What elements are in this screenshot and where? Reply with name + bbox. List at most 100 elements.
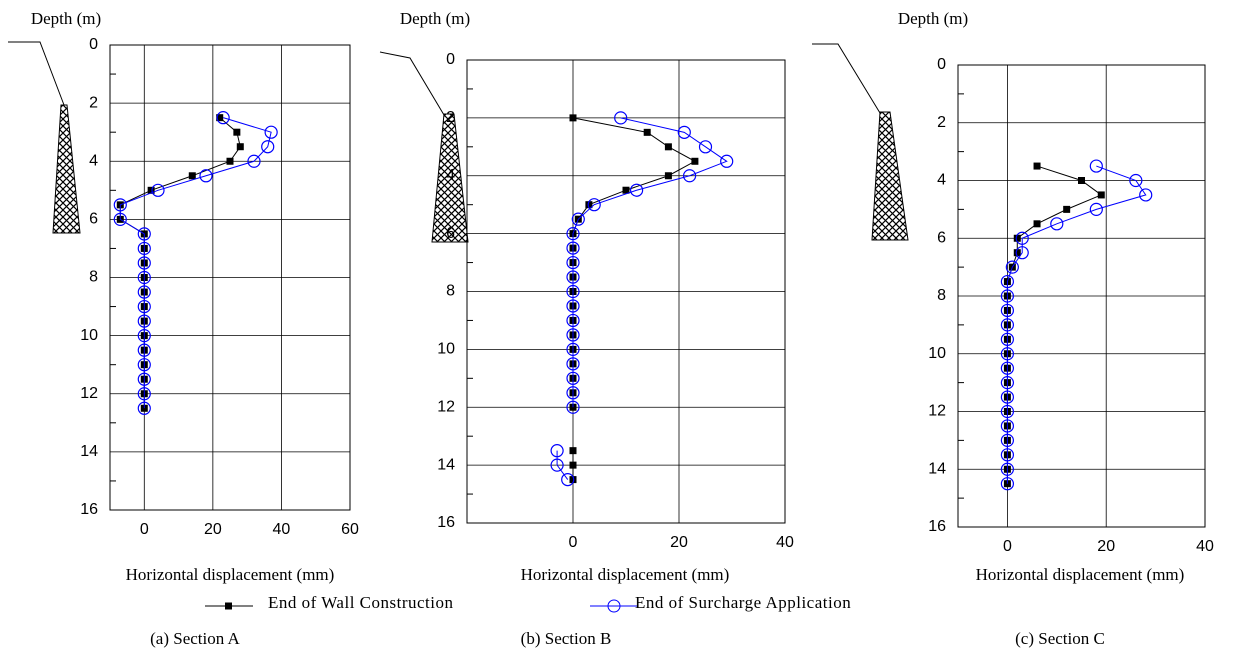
y-tick-label: 4 bbox=[446, 167, 455, 184]
data-point bbox=[137, 241, 151, 256]
series-line bbox=[572, 117, 696, 480]
y-axis-label: Depth (m) bbox=[31, 9, 101, 28]
y-tick-label: 12 bbox=[437, 398, 455, 415]
data-point bbox=[1000, 477, 1015, 491]
series-line bbox=[1006, 165, 1147, 484]
data-point bbox=[566, 284, 580, 299]
data-point bbox=[566, 386, 580, 400]
data-point bbox=[113, 198, 127, 212]
data-point bbox=[1000, 303, 1015, 318]
x-axis-label: Horizontal displacement (mm) bbox=[976, 565, 1185, 584]
data-point bbox=[1000, 318, 1015, 332]
y-tick-label: 16 bbox=[437, 514, 455, 531]
legend-label: End of Surcharge Application bbox=[635, 593, 851, 612]
data-point bbox=[199, 169, 213, 183]
data-point bbox=[1013, 249, 1021, 257]
data-point bbox=[137, 299, 151, 314]
y-tick-label: 6 bbox=[937, 229, 946, 246]
data-point bbox=[1015, 246, 1029, 260]
wall-icon-c bbox=[812, 43, 909, 241]
y-tick-label: 0 bbox=[937, 56, 946, 73]
data-point bbox=[226, 157, 234, 165]
data-point bbox=[566, 328, 580, 342]
data-point bbox=[1089, 159, 1103, 173]
data-point bbox=[1005, 260, 1019, 274]
data-point bbox=[137, 372, 151, 386]
y-tick-label: 8 bbox=[937, 287, 946, 304]
data-point bbox=[569, 447, 577, 455]
y-tick-label: 16 bbox=[928, 518, 946, 535]
data-point bbox=[137, 285, 151, 299]
data-point bbox=[216, 111, 230, 125]
x-tick-label: 40 bbox=[273, 521, 291, 538]
data-point bbox=[137, 387, 151, 401]
data-point bbox=[698, 140, 713, 154]
data-point bbox=[682, 169, 697, 183]
data-point bbox=[1000, 404, 1015, 419]
x-tick-label: 20 bbox=[204, 521, 222, 538]
data-point bbox=[137, 401, 151, 415]
data-point bbox=[629, 183, 644, 197]
data-point bbox=[1000, 390, 1015, 404]
data-point bbox=[571, 212, 585, 226]
data-point bbox=[151, 183, 165, 197]
x-tick-label: 40 bbox=[776, 534, 794, 551]
data-point bbox=[566, 313, 580, 328]
y-tick-label: 2 bbox=[937, 114, 946, 131]
x-tick-label: 0 bbox=[569, 534, 578, 551]
y-tick-label: 8 bbox=[89, 269, 98, 286]
data-point bbox=[550, 458, 564, 472]
series-line bbox=[119, 117, 272, 409]
data-point bbox=[1139, 188, 1153, 202]
data-point bbox=[569, 114, 577, 122]
data-point bbox=[566, 241, 580, 255]
data-point bbox=[1050, 217, 1064, 231]
y-tick-label: 4 bbox=[937, 172, 946, 189]
data-point bbox=[137, 358, 151, 372]
y-tick-label: 10 bbox=[928, 345, 946, 362]
y-tick-label: 0 bbox=[89, 36, 98, 53]
data-point bbox=[137, 314, 151, 328]
y-axis-label: Depth (m) bbox=[400, 9, 470, 28]
y-tick-label: 10 bbox=[80, 327, 98, 344]
y-tick-label: 6 bbox=[446, 225, 455, 242]
data-point bbox=[233, 128, 241, 136]
y-tick-label: 4 bbox=[89, 152, 98, 169]
data-point bbox=[1000, 462, 1015, 476]
wall-icon-a bbox=[8, 41, 81, 234]
data-point bbox=[147, 186, 155, 194]
y-tick-label: 2 bbox=[446, 109, 455, 126]
data-point bbox=[1000, 289, 1015, 303]
data-point bbox=[247, 154, 261, 168]
data-point bbox=[664, 143, 672, 151]
x-tick-label: 0 bbox=[140, 521, 149, 538]
data-point bbox=[566, 227, 580, 241]
y-tick-label: 0 bbox=[446, 51, 455, 68]
data-point bbox=[1000, 433, 1015, 447]
y-tick-label: 10 bbox=[437, 341, 455, 358]
data-point bbox=[677, 125, 691, 139]
data-point bbox=[236, 143, 244, 151]
data-point bbox=[587, 198, 601, 212]
data-point bbox=[566, 299, 580, 313]
caption: (a) Section A bbox=[150, 629, 240, 648]
legend-label: End of Wall Construction bbox=[268, 593, 454, 612]
y-tick-label: 12 bbox=[928, 403, 946, 420]
data-point bbox=[1000, 332, 1015, 346]
data-point bbox=[1000, 347, 1015, 361]
data-point bbox=[137, 329, 151, 343]
data-point bbox=[643, 128, 651, 136]
caption: (b) Section B bbox=[521, 629, 612, 648]
data-point bbox=[1015, 231, 1029, 245]
x-tick-label: 20 bbox=[1097, 538, 1115, 555]
data-point bbox=[1089, 202, 1103, 216]
data-point bbox=[566, 342, 580, 356]
data-point bbox=[1129, 173, 1143, 188]
data-point bbox=[1097, 191, 1105, 199]
y-tick-label: 16 bbox=[80, 501, 98, 518]
data-point bbox=[566, 371, 580, 385]
data-point bbox=[137, 343, 151, 357]
y-axis-label: Depth (m) bbox=[898, 9, 968, 28]
data-point bbox=[137, 270, 151, 285]
data-point bbox=[622, 186, 630, 194]
